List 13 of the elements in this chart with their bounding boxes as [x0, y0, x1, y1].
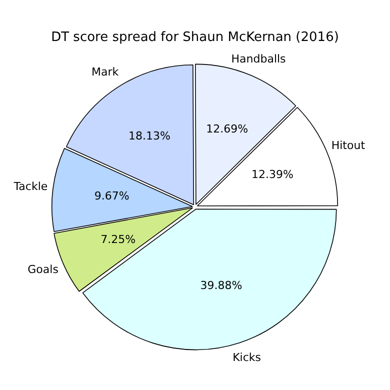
data-label: 18.13% — [128, 129, 170, 142]
chart-title: DT score spread for Shaun McKernan (2016) — [51, 30, 339, 46]
slice-label: Goals — [28, 263, 59, 276]
data-label: 7.25% — [100, 232, 136, 246]
data-label: 39.88% — [200, 279, 242, 292]
data-label: 9.67% — [94, 189, 130, 202]
slice-label: Handballs — [231, 52, 286, 66]
slice-label: Mark — [91, 66, 120, 79]
data-label: 12.69% — [206, 122, 248, 136]
slice-label: Hitout — [331, 139, 366, 152]
slice-label: Tackle — [12, 180, 48, 194]
data-label: 12.39% — [252, 168, 294, 181]
slice-label: Kicks — [232, 351, 262, 364]
